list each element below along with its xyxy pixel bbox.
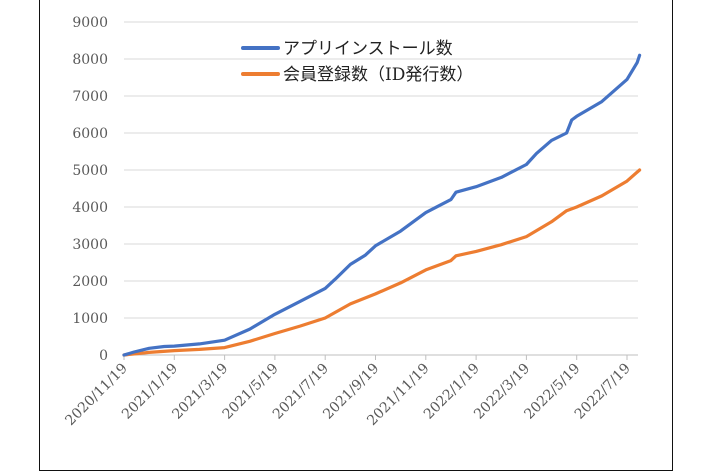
y-tick-label: 7000 [72, 89, 108, 105]
chart-frame [39, 0, 673, 471]
x-tick-label: 2020/11/19 [62, 361, 130, 429]
y-tick-label: 2000 [72, 274, 108, 290]
y-tick-label: 3000 [72, 237, 108, 253]
series-line [122, 168, 642, 357]
y-tick-label: 0 [99, 348, 108, 364]
legend-label: アプリインストール数 [283, 39, 453, 59]
y-tick-label: 5000 [72, 163, 108, 179]
y-tick-label: 9000 [72, 15, 108, 31]
y-tick-label: 4000 [72, 200, 108, 216]
series-line [122, 53, 642, 357]
legend-label: 会員登録数（ID発行数） [283, 65, 473, 85]
y-tick-label: 8000 [72, 52, 108, 68]
y-tick-label: 6000 [72, 126, 108, 142]
y-tick-label: 1000 [72, 311, 108, 327]
